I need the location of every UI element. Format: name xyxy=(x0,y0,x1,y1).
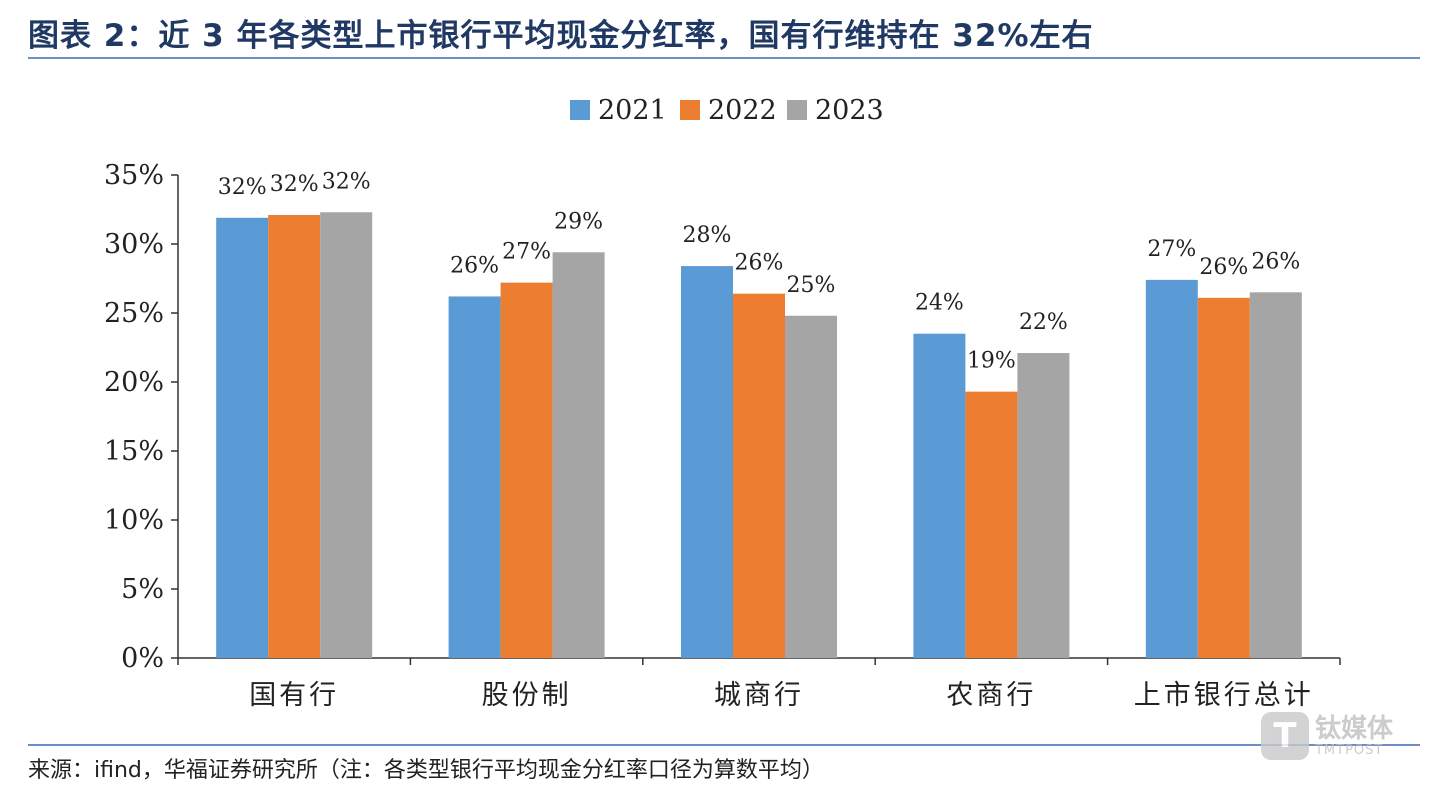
category-label-1: 股份制 xyxy=(482,680,572,711)
data-label-2023-3: 22% xyxy=(1019,310,1068,335)
data-label-2022-3: 19% xyxy=(967,349,1016,374)
category-label-2: 城商行 xyxy=(714,680,804,711)
source-note: 来源：ifind，华福证券研究所（注：各类型银行平均现金分红率口径为算数平均） xyxy=(28,758,824,783)
data-label-2021-2: 28% xyxy=(683,223,732,248)
data-label-2023-1: 29% xyxy=(554,209,603,234)
watermark-name: 钛媒体 xyxy=(1314,713,1393,744)
data-label-2022-4: 26% xyxy=(1199,255,1248,280)
data-label-2022-1: 27% xyxy=(502,240,551,265)
data-label-2021-3: 24% xyxy=(915,291,964,316)
bar-2021-1 xyxy=(448,296,501,658)
legend-label-2021: 2021 xyxy=(598,95,667,126)
y-tick-label: 35% xyxy=(104,160,164,191)
y-tick-label: 20% xyxy=(104,367,164,398)
bar-2022-1 xyxy=(500,282,553,658)
y-tick-label: 0% xyxy=(121,643,164,674)
y-tick-label: 30% xyxy=(104,229,164,260)
y-tick-label: 10% xyxy=(104,505,164,536)
bar-2021-3 xyxy=(913,333,966,658)
bar-2022-0 xyxy=(268,215,321,658)
bar-2023-2 xyxy=(785,315,837,658)
bar-2021-2 xyxy=(681,266,733,658)
data-label-2023-4: 26% xyxy=(1251,249,1300,274)
legend-label-2022: 2022 xyxy=(708,95,777,126)
bar-2021-4 xyxy=(1145,279,1198,658)
data-label-2023-0: 32% xyxy=(322,169,371,194)
data-label-2023-2: 25% xyxy=(787,273,836,298)
data-label-2022-0: 32% xyxy=(270,172,319,197)
category-label-0: 国有行 xyxy=(249,680,339,711)
legend-swatch-2023 xyxy=(787,100,807,120)
legend-swatch-2021 xyxy=(570,100,590,120)
bar-2023-1 xyxy=(552,252,605,658)
title-divider xyxy=(28,57,1420,59)
bar-2022-3 xyxy=(965,391,1018,658)
bar-2021-0 xyxy=(216,217,269,658)
bar-2023-4 xyxy=(1249,292,1302,658)
data-label-2021-4: 27% xyxy=(1147,237,1196,262)
y-tick-label: 25% xyxy=(104,298,164,329)
legend-label-2023: 2023 xyxy=(815,95,884,126)
y-tick-label: 5% xyxy=(121,574,164,605)
bar-2023-3 xyxy=(1017,353,1070,658)
chart-title: 图表 2：近 3 年各类型上市银行平均现金分红率，国有行维持在 32%左右 xyxy=(28,18,1094,54)
bar-2022-2 xyxy=(733,293,785,658)
category-label-3: 农商行 xyxy=(946,680,1036,711)
data-label-2021-0: 32% xyxy=(218,175,267,200)
footer-divider xyxy=(28,744,1420,746)
data-label-2022-2: 26% xyxy=(735,251,784,276)
category-label-4: 上市银行总计 xyxy=(1134,680,1314,711)
watermark-sub: TMTPOST xyxy=(1314,742,1384,758)
y-tick-label: 15% xyxy=(104,436,164,467)
watermark: T 钛媒体 TMTPOST xyxy=(1260,712,1393,760)
data-label-2021-1: 26% xyxy=(450,253,499,278)
bar-2022-4 xyxy=(1197,297,1250,658)
bar-2023-0 xyxy=(320,212,373,658)
legend-swatch-2022 xyxy=(680,100,700,120)
tmtpost-logo-icon: T xyxy=(1260,712,1309,760)
